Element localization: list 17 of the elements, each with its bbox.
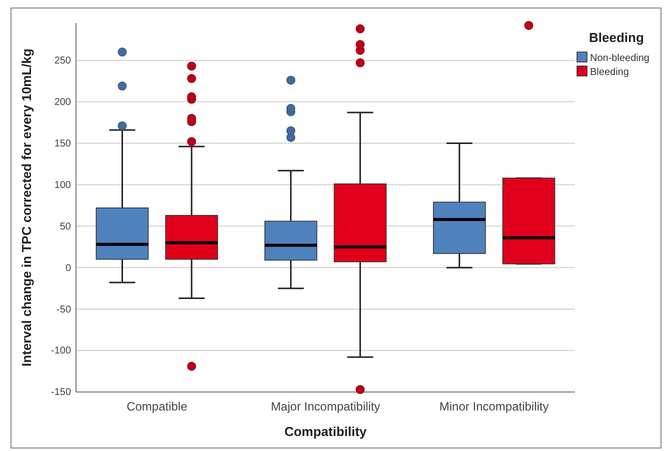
y-tick-label: 150: [54, 138, 72, 150]
y-tick-label: -50: [56, 304, 72, 316]
legend-title: Bleeding: [589, 30, 644, 45]
y-tick-label: -150: [50, 387, 72, 398]
y-tick-label: 0: [65, 262, 72, 274]
y-tick-label: 200: [54, 96, 72, 108]
y-tick-label: 250: [54, 56, 72, 67]
y-tick-label: 100: [54, 180, 72, 191]
legend-label: Bleeding: [590, 67, 629, 78]
legend-label: Non-bleeding: [590, 53, 650, 64]
y-axis-title: Interval change in TPC corrected for every 10mL/kg: [19, 48, 34, 366]
x-tick-label: Compatible: [126, 400, 188, 414]
x-tick-label: Minor Incompatibility: [439, 400, 549, 414]
x-tick-label: Major Incompatibility: [270, 400, 380, 414]
y-tick-label: -100: [50, 346, 72, 357]
x-axis-title: Compatibility: [284, 424, 368, 439]
y-tick-label: 50: [60, 221, 72, 232]
